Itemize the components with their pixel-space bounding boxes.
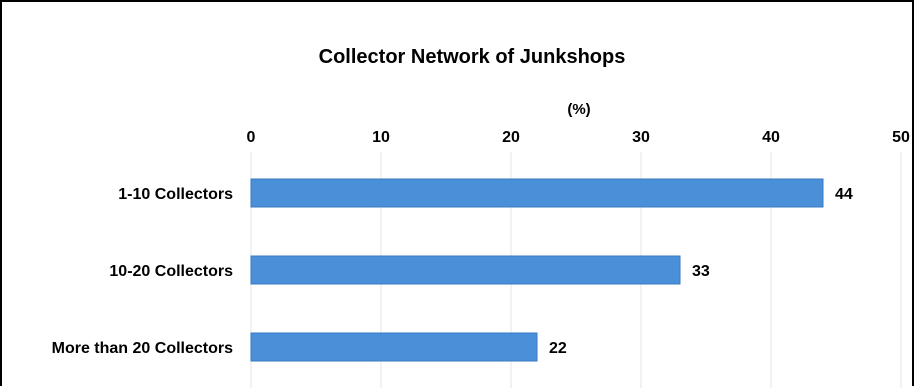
bars (250, 178, 824, 362)
category-label: 1-10 Collectors (118, 186, 233, 203)
x-axis-label: (%) (567, 101, 590, 118)
category-labels: 1-10 Collectors 10-20 Collectors More than… (52, 186, 233, 357)
data-label: 44 (835, 186, 853, 203)
data-labels: 44 33 22 (549, 186, 853, 357)
bar-3 (250, 332, 538, 362)
category-label: 10-20 Collectors (109, 263, 233, 280)
x-tick-label: 30 (632, 129, 650, 146)
x-axis-ticks: 0 10 20 30 40 50 (247, 129, 910, 146)
chart-title: Collector Network of Junkshops (319, 46, 626, 68)
x-tick-label: 50 (892, 129, 910, 146)
category-label: More than 20 Collectors (52, 340, 233, 357)
bar-2 (250, 255, 681, 285)
data-label: 33 (692, 263, 710, 280)
x-tick-label: 40 (762, 129, 780, 146)
bar-1 (250, 178, 824, 208)
data-label: 22 (549, 340, 567, 357)
x-tick-label: 10 (372, 129, 390, 146)
x-tick-label: 20 (502, 129, 520, 146)
x-tick-label: 0 (247, 129, 256, 146)
